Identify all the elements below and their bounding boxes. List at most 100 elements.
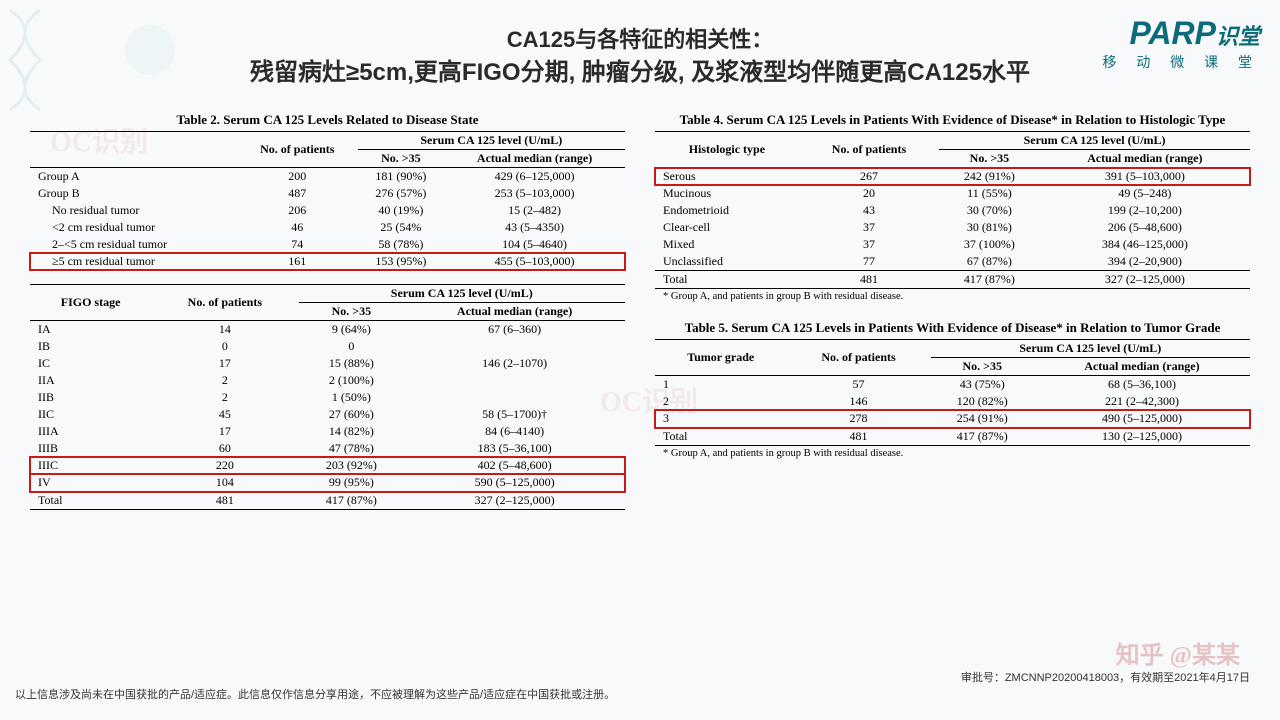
cell-n: 2 [151,372,298,389]
cell-n: 146 [786,393,930,410]
table-row: IIB21 (50%) [30,389,625,406]
cell-median: 199 (2–10,200) [1040,202,1250,219]
table-row: 2146120 (82%)221 (2–42,300) [655,393,1250,410]
table-row: Endometrioid4330 (70%)199 (2–10,200) [655,202,1250,219]
th-median: Actual median (range) [1034,358,1250,376]
cell-median: 490 (5–125,000) [1034,410,1250,428]
row-label: IIA [30,372,151,389]
cell-median: 15 (2–482) [444,202,625,219]
row-label: <2 cm residual tumor [30,219,237,236]
row-label: 2 [655,393,786,410]
cell-no35: 47 (78%) [299,440,405,457]
cell-no35: 15 (88%) [299,355,405,372]
total-cell: Total [655,428,786,446]
th-patients: No. of patients [237,132,358,168]
table-row: IC1715 (88%)146 (2–1070) [30,355,625,372]
cell-n: 14 [151,321,298,339]
th-grade: Tumor grade [655,340,786,376]
th-patients: No. of patients [786,340,930,376]
cell-median: 391 (5–103,000) [1040,168,1250,186]
brand-logo: PARP⁠识堂 移 动 微 课 堂 [1102,15,1260,72]
cell-n: 74 [237,236,358,253]
cell-median: 43 (5–4350) [444,219,625,236]
cell-n: 57 [786,376,930,394]
total-cell: 417 (87%) [299,492,405,510]
cell-no35: 37 (100%) [939,236,1040,253]
cell-n: 104 [151,474,298,492]
row-label: Group B [30,185,237,202]
row-label: Group A [30,168,237,186]
cell-n: 17 [151,355,298,372]
row-label: 2–<5 cm residual tumor [30,236,237,253]
row-label: IA [30,321,151,339]
cell-no35: 27 (60%) [299,406,405,423]
cell-median: 58 (5–1700)† [404,406,625,423]
cell-n: 200 [237,168,358,186]
th-type: Histologic type [655,132,799,168]
cell-n: 37 [799,236,939,253]
table-row: IV10499 (95%)590 (5–125,000) [30,474,625,492]
row-label: Unclassified [655,253,799,271]
row-label: ≥5 cm residual tumor [30,253,237,270]
logo-subtitle1: 识堂 [1216,24,1260,49]
th-median: Actual median (range) [444,150,625,168]
cell-median: 146 (2–1070) [404,355,625,372]
table-row: No residual tumor20640 (19%)15 (2–482) [30,202,625,219]
th-no35: No. >35 [299,303,405,321]
table-row: IB00 [30,338,625,355]
cell-median: 84 (6–4140) [404,423,625,440]
row-label: IIIB [30,440,151,457]
cell-no35: 203 (92%) [299,457,405,474]
total-cell: 130 (2–125,000) [1034,428,1250,446]
cell-no35: 14 (82%) [299,423,405,440]
left-column: Table 2. Serum CA 125 Levels Related to … [30,106,625,510]
cell-no35: 181 (90%) [358,168,445,186]
th-no35: No. >35 [358,150,445,168]
logo-subtitle2: 移 动 微 课 堂 [1102,52,1260,72]
watermark-zhihu: 知乎 @某某 [1116,635,1240,670]
row-label: Mixed [655,236,799,253]
total-row: Total481417 (87%)130 (2–125,000) [655,428,1250,446]
cell-median: 455 (5–103,000) [444,253,625,270]
total-cell: 417 (87%) [939,271,1040,289]
cell-no35: 1 (50%) [299,389,405,406]
table4-footnote: * Group A, and patients in group B with … [655,291,1250,302]
total-row: Total481417 (87%)327 (2–125,000) [655,271,1250,289]
total-cell: 481 [799,271,939,289]
cell-no35: 276 (57%) [358,185,445,202]
table5-caption: Table 5. Serum CA 125 Levels in Patients… [655,320,1250,336]
table-row: IIA22 (100%) [30,372,625,389]
cell-median: 221 (2–42,300) [1034,393,1250,410]
table-row: Serous267242 (91%)391 (5–103,000) [655,168,1250,186]
row-label: Endometrioid [655,202,799,219]
cell-n: 17 [151,423,298,440]
cell-no35: 2 (100%) [299,372,405,389]
disclaimer-text: 以上信息涉及尚未在中国获批的产品/适应症。此信息仅作信息分享用途，不应被理解为这… [15,686,615,702]
th-median: Actual median (range) [404,303,625,321]
cell-median [404,338,625,355]
cell-median: 104 (5–4640) [444,236,625,253]
th-spanner: Serum CA 125 level (U/mL) [931,340,1250,358]
cell-n: 487 [237,185,358,202]
logo-text: PARP [1129,15,1216,51]
table2: No. of patientsSerum CA 125 level (U/mL)… [30,131,625,270]
row-label: Serous [655,168,799,186]
row-label: IIIA [30,423,151,440]
table-row: Clear-cell3730 (81%)206 (5–48,600) [655,219,1250,236]
cell-median: 253 (5–103,000) [444,185,625,202]
cell-no35: 242 (91%) [939,168,1040,186]
cell-median: 68 (5–36,100) [1034,376,1250,394]
th-spanner: Serum CA 125 level (U/mL) [358,132,625,150]
table-row: Mucinous2011 (55%)49 (5–248) [655,185,1250,202]
cell-median [404,372,625,389]
cell-n: 20 [799,185,939,202]
th-no35: No. >35 [931,358,1034,376]
cell-no35: 67 (87%) [939,253,1040,271]
th-median: Actual median (range) [1040,150,1250,168]
cell-n: 0 [151,338,298,355]
row-label: IC [30,355,151,372]
cell-median: 49 (5–248) [1040,185,1250,202]
th-stage: FIGO stage [30,285,151,321]
table-row: IA149 (64%)67 (6–360) [30,321,625,339]
row-label: IIB [30,389,151,406]
